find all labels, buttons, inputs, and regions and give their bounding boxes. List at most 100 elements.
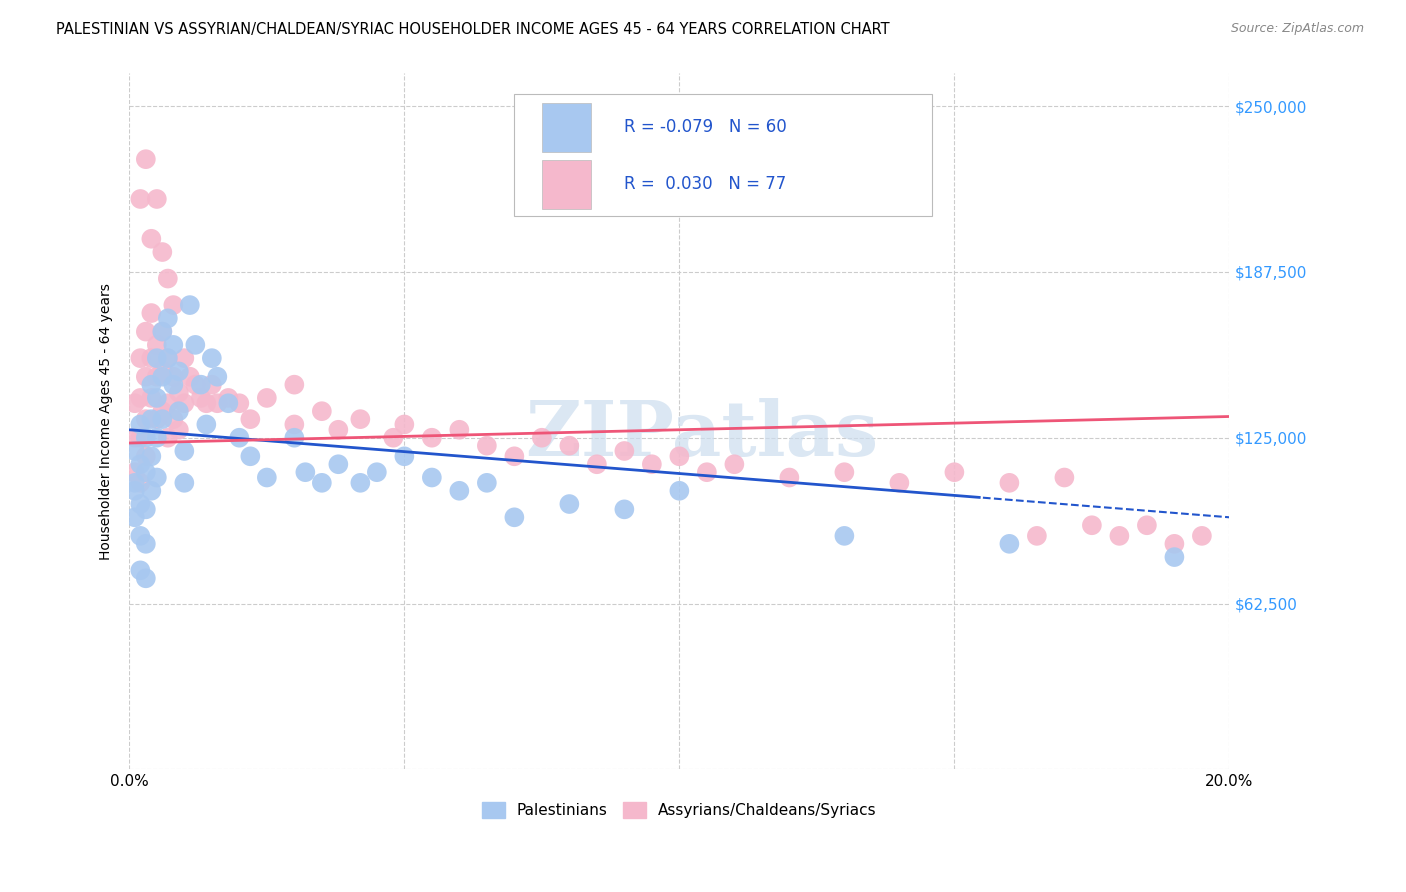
Point [1136, 518, 1159, 533]
Point [558, 439, 581, 453]
Point [723, 457, 745, 471]
Point [129, 192, 152, 206]
Point [146, 369, 169, 384]
Point [449, 483, 471, 498]
Point [173, 351, 195, 366]
Point [146, 412, 169, 426]
Point [179, 369, 201, 384]
Point [150, 325, 173, 339]
Point [146, 192, 169, 206]
Point [129, 431, 152, 445]
Point [613, 502, 636, 516]
Point [141, 377, 163, 392]
Point [167, 423, 190, 437]
Point [146, 470, 169, 484]
Point [283, 377, 305, 392]
Point [382, 431, 405, 445]
Point [141, 306, 163, 320]
Point [328, 423, 350, 437]
Point [943, 465, 966, 479]
Point [668, 483, 690, 498]
Point [129, 457, 152, 471]
Text: R = -0.079   N = 60: R = -0.079 N = 60 [624, 119, 787, 136]
Point [135, 325, 157, 339]
Point [167, 404, 190, 418]
Point [239, 450, 262, 464]
Point [146, 431, 169, 445]
Point [207, 369, 229, 384]
Point [167, 385, 190, 400]
Point [179, 298, 201, 312]
Point [283, 431, 305, 445]
Point [328, 457, 350, 471]
Point [146, 338, 169, 352]
Point [135, 412, 157, 426]
Point [141, 450, 163, 464]
Point [475, 439, 498, 453]
Point [141, 412, 163, 426]
Point [173, 475, 195, 490]
Point [150, 245, 173, 260]
Point [641, 457, 664, 471]
Point [150, 404, 173, 418]
Point [349, 412, 371, 426]
Point [124, 444, 146, 458]
Point [129, 351, 152, 366]
Point [129, 475, 152, 490]
Point [503, 510, 526, 524]
Point [889, 475, 911, 490]
Point [135, 502, 157, 516]
Point [201, 377, 224, 392]
Point [530, 431, 553, 445]
Point [129, 563, 152, 577]
Point [135, 369, 157, 384]
Point [228, 431, 250, 445]
FancyBboxPatch shape [515, 94, 932, 216]
Point [162, 377, 184, 392]
Point [124, 396, 146, 410]
Point [311, 404, 333, 418]
Point [124, 431, 146, 445]
Point [129, 391, 152, 405]
Point [420, 470, 443, 484]
Point [124, 510, 146, 524]
Y-axis label: Householder Income Ages 45 - 64 years: Householder Income Ages 45 - 64 years [100, 283, 114, 559]
Point [156, 351, 179, 366]
Point [156, 351, 179, 366]
Point [162, 369, 184, 384]
Point [146, 391, 169, 405]
Point [420, 431, 443, 445]
Point [173, 444, 195, 458]
Point [135, 571, 157, 585]
Point [150, 364, 173, 378]
Point [141, 391, 163, 405]
Point [124, 465, 146, 479]
Point [503, 450, 526, 464]
Point [228, 396, 250, 410]
Point [146, 351, 169, 366]
Point [834, 465, 856, 479]
Point [449, 423, 471, 437]
Bar [541, 103, 592, 152]
Point [141, 351, 163, 366]
Text: PALESTINIAN VS ASSYRIAN/CHALDEAN/SYRIAC HOUSEHOLDER INCOME AGES 45 - 64 YEARS CO: PALESTINIAN VS ASSYRIAN/CHALDEAN/SYRIAC … [56, 22, 890, 37]
Point [294, 465, 316, 479]
Point [135, 152, 157, 166]
Point [1191, 529, 1213, 543]
Point [162, 298, 184, 312]
Point [207, 396, 229, 410]
Point [394, 417, 416, 432]
Point [195, 417, 218, 432]
Point [135, 465, 157, 479]
Point [129, 417, 152, 432]
Point [124, 483, 146, 498]
Point [162, 412, 184, 426]
Text: Source: ZipAtlas.com: Source: ZipAtlas.com [1230, 22, 1364, 36]
Point [156, 431, 179, 445]
Text: ZIPatlas: ZIPatlas [524, 398, 877, 472]
Point [475, 475, 498, 490]
Point [124, 475, 146, 490]
Point [156, 396, 179, 410]
Point [349, 475, 371, 490]
Point [366, 465, 388, 479]
